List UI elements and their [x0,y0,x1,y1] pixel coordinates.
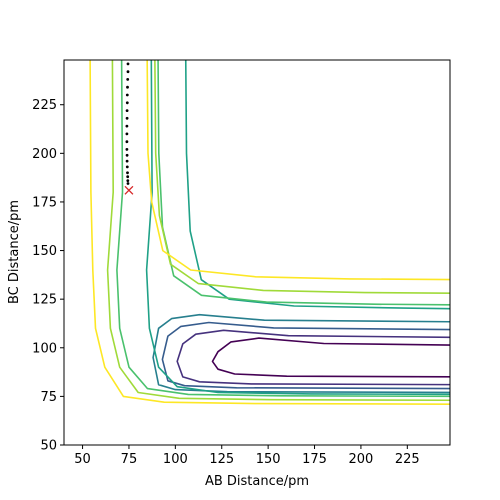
x-tick-label: 175 [302,452,327,467]
trajectory-point [126,179,130,183]
trajectory-point [126,62,130,66]
trajectory-point [126,85,129,89]
x-tick-label: 75 [121,452,138,467]
x-tick-label: 100 [163,452,188,467]
contour-line [145,60,450,396]
contour-line [176,329,450,386]
trajectory-point [125,116,129,120]
trajectory-points [125,62,130,185]
y-tick-label: 225 [32,98,57,113]
x-tick-label: 125 [209,452,234,467]
trajectory-point [125,140,129,144]
trajectory-point [125,148,129,151]
plot-frame [63,59,451,446]
x-tick-label: 200 [349,452,374,467]
y-tick-label: 175 [32,195,57,210]
contour-line [161,321,450,390]
y-axis-ticks: 50 75 100 125 150 175 200 225 [32,98,64,454]
trajectory-point [125,93,129,97]
marker-x [124,185,134,195]
plot-background [64,60,450,445]
contour-line [106,60,450,402]
x-tick-label: 150 [256,452,281,467]
trajectory-point [126,70,130,74]
y-tick-label: 150 [32,244,57,259]
trajectory-point [125,124,129,128]
contour-line [211,337,450,378]
trajectory-point [125,101,129,105]
y-axis-label: BC Distance/pm [7,200,22,304]
x-axis-label: AB Distance/pm [205,474,309,489]
x-tick-label: 50 [74,452,91,467]
trajectory-point [126,171,129,175]
trajectory-point [126,175,130,179]
trajectory-point [125,109,129,112]
contour-lines [89,60,450,405]
x-axis-ticks: 50 75 100 125 150 175 200 225 [74,445,420,467]
y-tick-label: 200 [32,147,57,162]
trajectory-point [126,78,130,81]
y-tick-label: 75 [40,390,57,405]
contour-line [89,60,450,405]
y-tick-label: 100 [32,341,57,356]
contour-line [116,60,450,398]
x-tick-label: 225 [395,452,420,467]
saddle-marker [124,185,134,195]
y-tick-label: 50 [40,439,57,454]
trajectory-point [125,159,129,163]
trajectory-point [126,182,130,185]
trajectory-point [125,165,129,169]
trajectory-point [125,132,129,136]
y-tick-label: 125 [32,293,57,308]
trajectory-point [125,153,129,157]
